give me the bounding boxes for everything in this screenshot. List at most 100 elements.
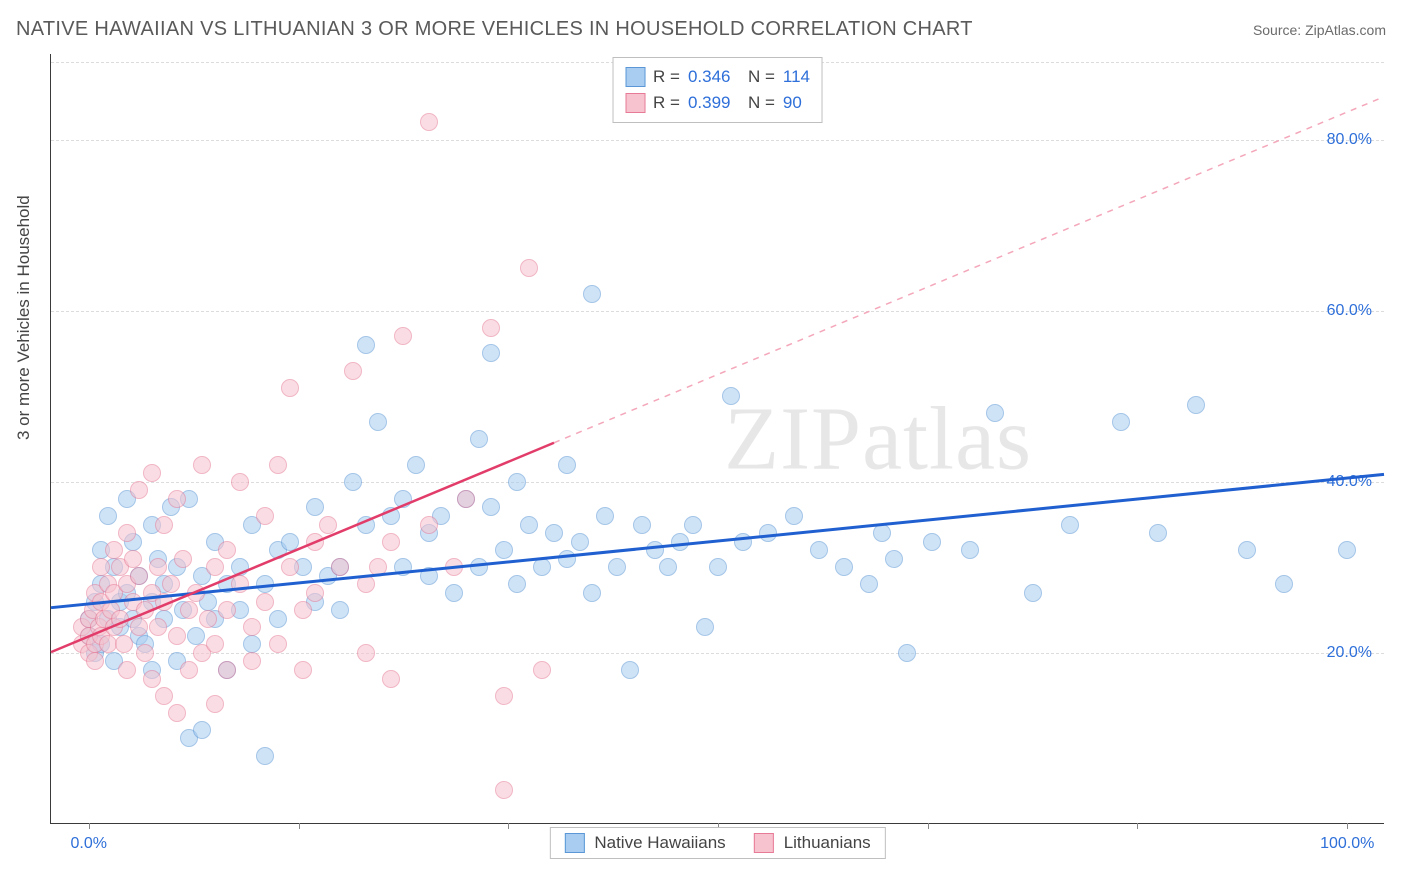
- scatter-point: [331, 558, 349, 576]
- x-tick-mark: [508, 823, 509, 829]
- scatter-point: [168, 490, 186, 508]
- scatter-point: [187, 627, 205, 645]
- scatter-point: [571, 533, 589, 551]
- scatter-point: [420, 567, 438, 585]
- x-tick-mark: [89, 823, 90, 829]
- scatter-point: [520, 516, 538, 534]
- stat-r-label: R =: [653, 93, 680, 113]
- y-tick-label: 20.0%: [1327, 644, 1372, 662]
- scatter-point: [923, 533, 941, 551]
- scatter-point: [149, 558, 167, 576]
- scatter-point: [482, 344, 500, 362]
- scatter-point: [407, 456, 425, 474]
- legend-swatch: [625, 93, 645, 113]
- scatter-point: [470, 558, 488, 576]
- scatter-point: [495, 541, 513, 559]
- scatter-point: [130, 567, 148, 585]
- scatter-point: [1338, 541, 1356, 559]
- scatter-point: [369, 558, 387, 576]
- scatter-point: [206, 558, 224, 576]
- scatter-point: [168, 627, 186, 645]
- scatter-point: [281, 379, 299, 397]
- stat-n-label: N =: [739, 93, 775, 113]
- scatter-point: [420, 113, 438, 131]
- y-tick-label: 60.0%: [1327, 302, 1372, 320]
- scatter-point: [357, 644, 375, 662]
- scatter-point: [130, 618, 148, 636]
- stats-row: R = 0.399 N = 90: [625, 90, 810, 116]
- y-tick-label: 40.0%: [1327, 473, 1372, 491]
- scatter-point: [633, 516, 651, 534]
- chart-title: NATIVE HAWAIIAN VS LITHUANIAN 3 OR MORE …: [16, 18, 973, 41]
- scatter-point: [533, 558, 551, 576]
- scatter-point: [256, 593, 274, 611]
- scatter-point: [92, 558, 110, 576]
- stat-r-value: 0.399: [688, 93, 731, 113]
- gridline: [51, 311, 1384, 312]
- scatter-point: [162, 575, 180, 593]
- scatter-point: [445, 584, 463, 602]
- scatter-point: [722, 387, 740, 405]
- scatter-point: [155, 593, 173, 611]
- scatter-point: [99, 635, 117, 653]
- scatter-point: [256, 575, 274, 593]
- scatter-point: [243, 635, 261, 653]
- scatter-point: [495, 781, 513, 799]
- scatter-point: [470, 430, 488, 448]
- scatter-point: [1275, 575, 1293, 593]
- scatter-point: [986, 404, 1004, 422]
- scatter-point: [168, 704, 186, 722]
- scatter-point: [269, 456, 287, 474]
- scatter-point: [136, 644, 154, 662]
- scatter-point: [495, 687, 513, 705]
- scatter-point: [218, 601, 236, 619]
- stat-r-value: 0.346: [688, 67, 731, 87]
- scatter-point: [382, 670, 400, 688]
- scatter-point: [885, 550, 903, 568]
- scatter-point: [394, 327, 412, 345]
- scatter-point: [344, 362, 362, 380]
- scatter-point: [508, 473, 526, 491]
- scatter-point: [508, 575, 526, 593]
- scatter-point: [243, 618, 261, 636]
- scatter-point: [294, 661, 312, 679]
- scatter-point: [558, 456, 576, 474]
- scatter-point: [671, 533, 689, 551]
- scatter-point: [520, 259, 538, 277]
- scatter-point: [180, 601, 198, 619]
- legend-swatch: [754, 833, 774, 853]
- legend-item: Native Hawaiians: [564, 833, 725, 853]
- scatter-point: [180, 661, 198, 679]
- scatter-point: [621, 661, 639, 679]
- x-tick-mark: [1347, 823, 1348, 829]
- scatter-point: [306, 533, 324, 551]
- scatter-point: [898, 644, 916, 662]
- scatter-point: [357, 575, 375, 593]
- scatter-point: [231, 473, 249, 491]
- x-tick-mark: [928, 823, 929, 829]
- scatter-point: [149, 618, 167, 636]
- stats-legend: R = 0.346 N = 114 R = 0.399 N = 90: [612, 57, 823, 123]
- scatter-point: [105, 541, 123, 559]
- scatter-point: [155, 516, 173, 534]
- scatter-point: [357, 516, 375, 534]
- scatter-point: [696, 618, 714, 636]
- scatter-point: [382, 533, 400, 551]
- x-tick-label: 100.0%: [1320, 835, 1374, 853]
- scatter-point: [583, 285, 601, 303]
- scatter-point: [1061, 516, 1079, 534]
- scatter-point: [583, 584, 601, 602]
- scatter-point: [124, 550, 142, 568]
- scatter-point: [269, 635, 287, 653]
- scatter-point: [759, 524, 777, 542]
- scatter-point: [206, 695, 224, 713]
- legend-item: Lithuanians: [754, 833, 871, 853]
- scatter-point: [420, 516, 438, 534]
- scatter-point: [99, 507, 117, 525]
- scatter-point: [115, 635, 133, 653]
- scatter-point: [734, 533, 752, 551]
- scatter-point: [331, 601, 349, 619]
- scatter-point: [136, 601, 154, 619]
- scatter-point: [835, 558, 853, 576]
- trend-lines: [51, 54, 1384, 823]
